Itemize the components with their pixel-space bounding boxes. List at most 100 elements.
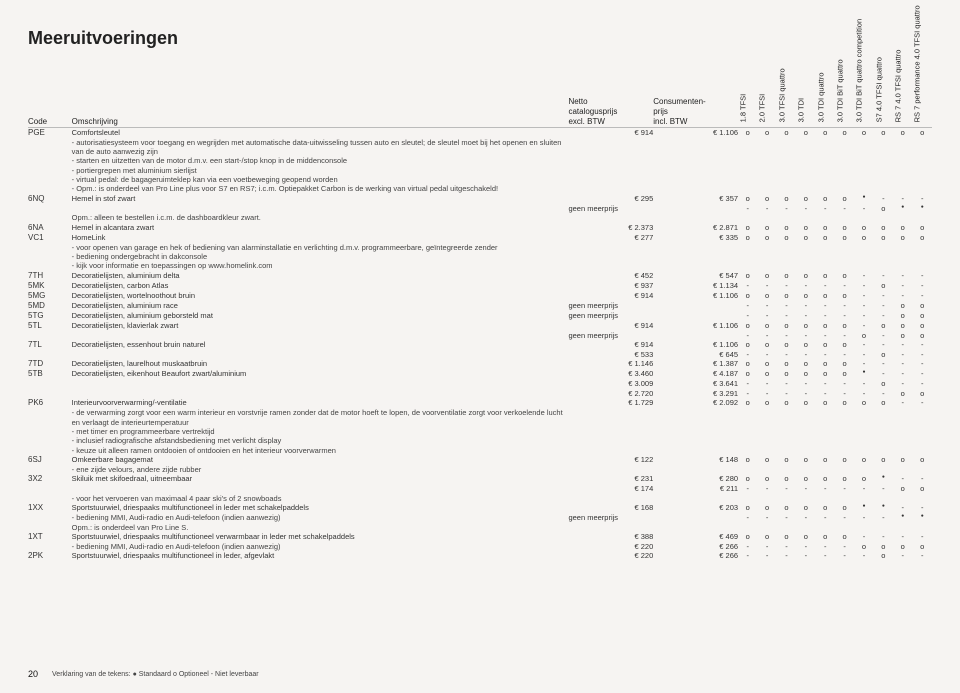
availability-cell: -	[893, 194, 912, 204]
table-row: 7TDDecoratielijsten, laurelhout muskaatb…	[28, 359, 932, 369]
availability-cell: o	[893, 311, 912, 321]
availability-cell: -	[893, 281, 912, 291]
net-price-cell: € 220	[568, 542, 653, 551]
cons-price-cell: € 266	[653, 542, 738, 551]
availability-cell: o	[738, 398, 757, 408]
availability-cell: o	[874, 233, 893, 243]
availability-cell: -	[777, 350, 796, 359]
table-row: 7TLDecoratielijsten, essenhout bruin nat…	[28, 340, 932, 350]
availability-cell: -	[738, 311, 757, 321]
availability-cell: o	[816, 359, 835, 369]
cons-price-cell: € 1.106	[653, 291, 738, 301]
availability-cell: o	[777, 398, 796, 408]
desc-cell: Sportstuurwiel, driespaaks multifunction…	[72, 503, 569, 513]
availability-cell: -	[854, 340, 873, 350]
availability-cell: o	[777, 455, 796, 465]
availability-cell: -	[796, 379, 815, 388]
availability-cell: -	[757, 204, 776, 213]
availability-cell: o	[835, 194, 854, 204]
net-price-cell: € 122	[568, 455, 653, 465]
code-cell: PK6	[28, 398, 72, 408]
table-row: 5MGDecoratielijsten, wortelnoothout brui…	[28, 291, 932, 301]
cons-price-cell: € 1.387	[653, 359, 738, 369]
table-row: € 3.009€ 3.641-------o--	[28, 379, 932, 388]
cons-price-cell: € 1.106	[653, 127, 738, 138]
availability-cell: o	[777, 223, 796, 233]
availability-cell: o	[893, 301, 912, 311]
availability-cell: o	[816, 233, 835, 243]
availability-cell: -	[777, 311, 796, 321]
availability-cell: o	[816, 271, 835, 281]
code-cell: 6SJ	[28, 455, 72, 465]
cons-price-cell	[653, 436, 738, 445]
availability-cell: -	[796, 311, 815, 321]
desc-cell: - keuze uit alleen ramen ontdooien of on…	[72, 446, 569, 455]
header-engine: RS 7 4.0 TFSI quattro	[893, 67, 912, 127]
desc-cell: Opm.: is onderdeel van Pro Line S.	[72, 523, 569, 532]
availability-cell: o	[874, 379, 893, 388]
availability-cell: o	[854, 233, 873, 243]
availability-cell: -	[835, 513, 854, 522]
availability-cell: o	[738, 503, 757, 513]
availability-cell: o	[912, 331, 932, 340]
availability-cell: o	[757, 233, 776, 243]
cons-price-cell: € 280	[653, 474, 738, 484]
availability-cell: -	[912, 340, 932, 350]
availability-cell: -	[893, 350, 912, 359]
header-code: Code	[28, 67, 72, 127]
availability-cell: o	[738, 359, 757, 369]
availability-cell: -	[816, 350, 835, 359]
availability-cell: -	[874, 389, 893, 398]
table-row: Opm.: alleen te bestellen i.c.m. de dash…	[28, 213, 932, 222]
cons-price-cell: € 4.187	[653, 369, 738, 379]
availability-cell: -	[777, 379, 796, 388]
code-cell: 5TG	[28, 311, 72, 321]
code-cell: 7TL	[28, 340, 72, 350]
availability-cell: o	[854, 398, 873, 408]
desc-cell	[72, 331, 569, 340]
net-price-cell: € 3.460	[568, 369, 653, 379]
code-cell	[28, 243, 72, 252]
desc-cell	[72, 484, 569, 493]
cons-price-cell	[653, 427, 738, 436]
table-row: VC1HomeLink€ 277€ 335oooooooooo	[28, 233, 932, 243]
availability-cell: o	[796, 532, 815, 542]
cons-price-cell	[653, 175, 738, 184]
availability-cell: -	[854, 301, 873, 311]
desc-cell: - voor openen van garage en hek of bedie…	[72, 243, 569, 252]
availability-cell: o	[738, 340, 757, 350]
table-row: 5TBDecoratielijsten, eikenhout Beaufort …	[28, 369, 932, 379]
net-price-cell	[568, 138, 653, 157]
availability-cell: -	[874, 532, 893, 542]
availability-cell: -	[796, 389, 815, 398]
cons-price-cell: € 266	[653, 551, 738, 561]
availability-cell: o	[816, 223, 835, 233]
net-price-cell	[568, 156, 653, 165]
availability-cell: ●	[874, 503, 893, 513]
code-cell: 7TH	[28, 271, 72, 281]
net-price-cell	[568, 243, 653, 252]
availability-cell: o	[854, 474, 873, 484]
net-price-cell: € 2.720	[568, 389, 653, 398]
code-cell: 7TD	[28, 359, 72, 369]
availability-cell: o	[874, 127, 893, 138]
desc-cell: - de verwarming zorgt voor een warm inte…	[72, 408, 569, 427]
availability-cell: -	[912, 194, 932, 204]
availability-cell: o	[757, 474, 776, 484]
availability-cell: o	[816, 321, 835, 331]
availability-cell: -	[835, 331, 854, 340]
table-row: - virtual pedal: de bagageruimteklep kan…	[28, 175, 932, 184]
availability-cell: -	[874, 194, 893, 204]
availability-cell: o	[874, 350, 893, 359]
availability-cell: o	[912, 311, 932, 321]
availability-cell: -	[854, 551, 873, 561]
code-cell	[28, 379, 72, 388]
availability-cell: o	[874, 551, 893, 561]
availability-cell: -	[912, 359, 932, 369]
availability-cell: -	[893, 291, 912, 301]
availability-cell: o	[835, 532, 854, 542]
table-row: geen meerprijs------o-oo	[28, 331, 932, 340]
cons-price-cell: € 1.134	[653, 281, 738, 291]
availability-cell: -	[738, 379, 757, 388]
availability-cell: o	[874, 398, 893, 408]
